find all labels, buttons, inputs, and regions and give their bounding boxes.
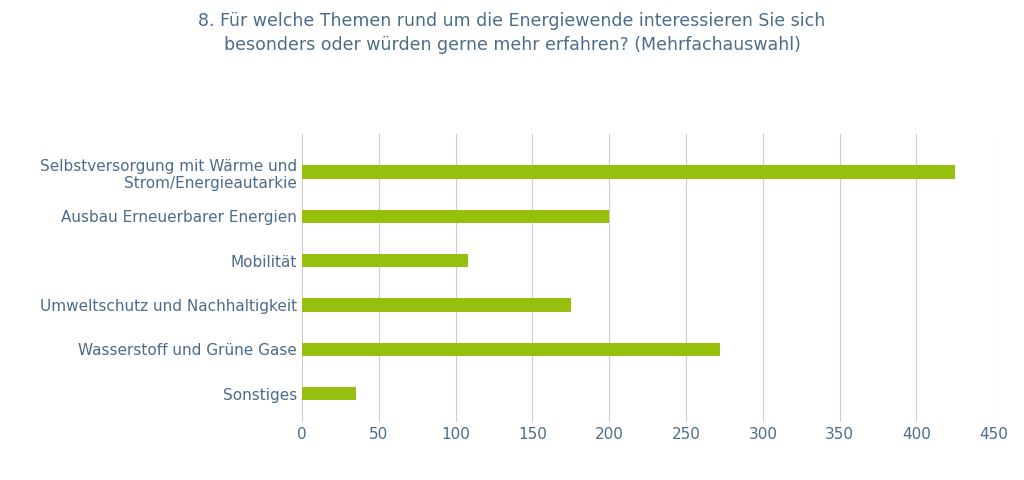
- Bar: [302, 210, 609, 223]
- Bar: [302, 254, 468, 267]
- Bar: [302, 299, 571, 312]
- Bar: [302, 166, 955, 179]
- Text: 8. Für welche Themen rund um die Energiewende interessieren Sie sich
besonders o: 8. Für welche Themen rund um die Energie…: [199, 12, 825, 54]
- Bar: [302, 387, 356, 400]
- Bar: [302, 343, 720, 356]
